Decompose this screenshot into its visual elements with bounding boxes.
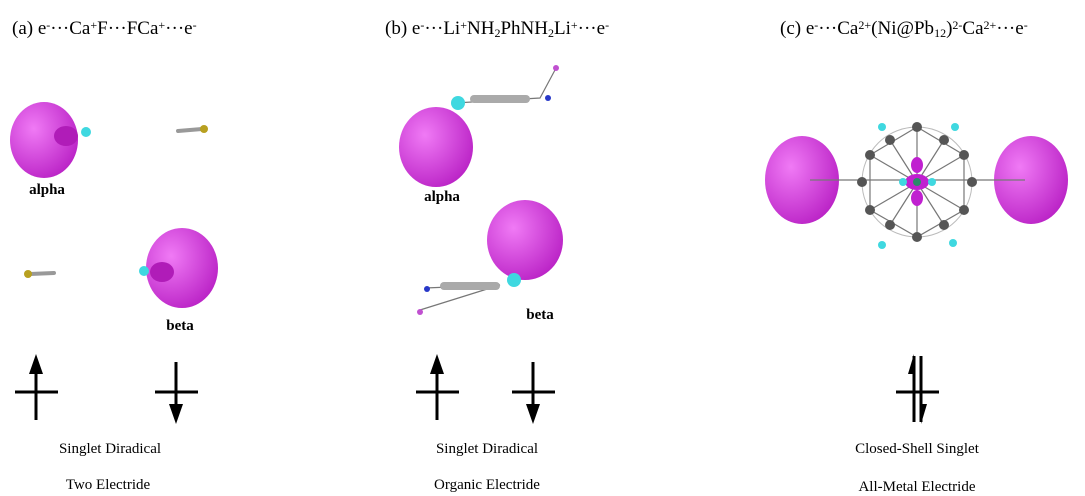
- spin-arrows-a: [15, 354, 198, 424]
- title-base: NH: [467, 18, 495, 39]
- orbital-label: beta: [526, 307, 554, 323]
- title-base: ···e: [165, 18, 192, 39]
- title-sub: 12: [934, 26, 946, 40]
- title-base: ···e: [996, 18, 1023, 39]
- spin-arrows-c: [896, 354, 939, 424]
- caption: Singlet Diradical: [59, 441, 161, 457]
- title-sup: -: [605, 18, 609, 32]
- title-sup: -: [193, 18, 197, 32]
- spin-arrows-b: [416, 354, 555, 424]
- caption: Organic Electride: [434, 477, 540, 493]
- title-sup: 2-: [952, 18, 962, 32]
- title-base: ···Ca: [50, 18, 91, 39]
- panel-title: (c) e-···Ca2+(Ni@Pb12)2-Ca2+···e-: [780, 18, 1028, 40]
- caption: Closed-Shell Singlet: [855, 441, 980, 457]
- title-sup: -: [1024, 18, 1028, 32]
- caption: All-Metal Electride: [858, 479, 975, 495]
- panel-title: (a) e-···Ca+F···FCa+···e-: [12, 18, 197, 39]
- orbital-label: alpha: [424, 189, 460, 205]
- title-sup: 2+: [984, 18, 997, 32]
- caption: Singlet Diradical: [436, 441, 538, 457]
- orbital-c: [765, 122, 1068, 249]
- orbital-label: alpha: [29, 182, 65, 198]
- title-sup: 2+: [858, 18, 871, 32]
- title-base: ···e: [578, 18, 605, 39]
- title-base: Ca: [962, 18, 984, 39]
- title-base: F···FCa: [97, 18, 159, 39]
- title-base: (b) e: [385, 18, 420, 39]
- orbital-a: [10, 102, 218, 308]
- title-base: PhNH: [500, 18, 548, 39]
- title-base: ···Ca: [818, 18, 859, 39]
- orbital-label: beta: [166, 318, 194, 334]
- panel-title: (b) e-···Li+NH2PhNH2Li+···e-: [385, 18, 609, 40]
- caption: Two Electride: [66, 477, 151, 493]
- figure: (a) e-···Ca+F···FCa+···e- (b) e-···Li+NH…: [0, 0, 1085, 496]
- title-base: (c) e: [780, 18, 814, 39]
- title-base: Li: [554, 18, 571, 39]
- title-base: (a) e: [12, 18, 46, 39]
- title-base: ···Li: [424, 18, 460, 39]
- title-base: (Ni@Pb: [871, 18, 934, 39]
